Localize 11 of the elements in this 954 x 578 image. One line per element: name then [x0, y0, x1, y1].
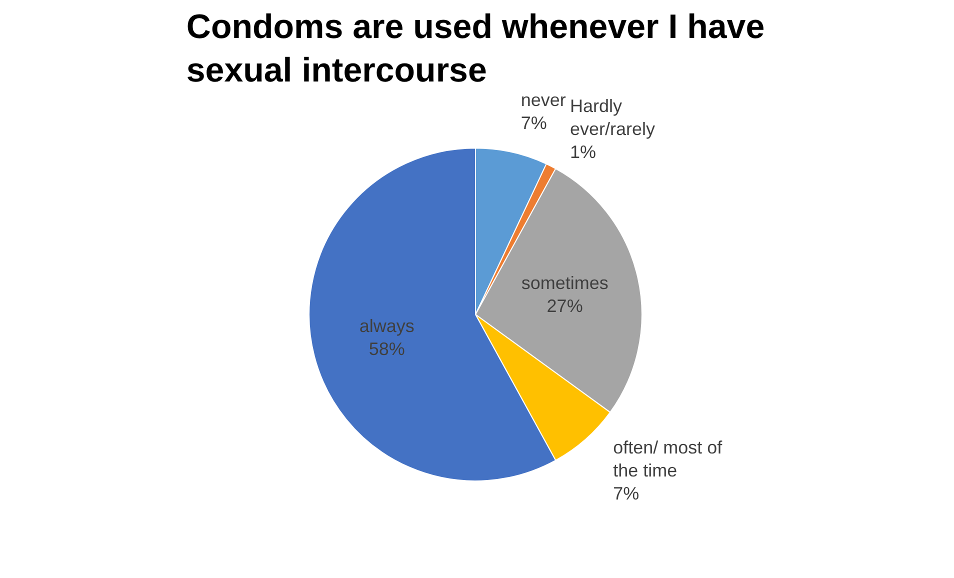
data-label: 27% [546, 296, 583, 316]
slice-label: sometimes [521, 273, 608, 294]
data-label: 58% [368, 338, 405, 359]
data-label: 7% [613, 484, 640, 504]
slice-label: always [359, 316, 414, 336]
slice-label: often/ most of the time [613, 438, 724, 481]
data-label: 7% [520, 112, 547, 133]
data-label: 1% [570, 142, 596, 162]
slice-label: never [520, 90, 566, 110]
chart-title: Condoms are used whenever I have sexual intercourse [186, 8, 765, 90]
slice-label: Hardly ever/rarely [570, 96, 655, 140]
